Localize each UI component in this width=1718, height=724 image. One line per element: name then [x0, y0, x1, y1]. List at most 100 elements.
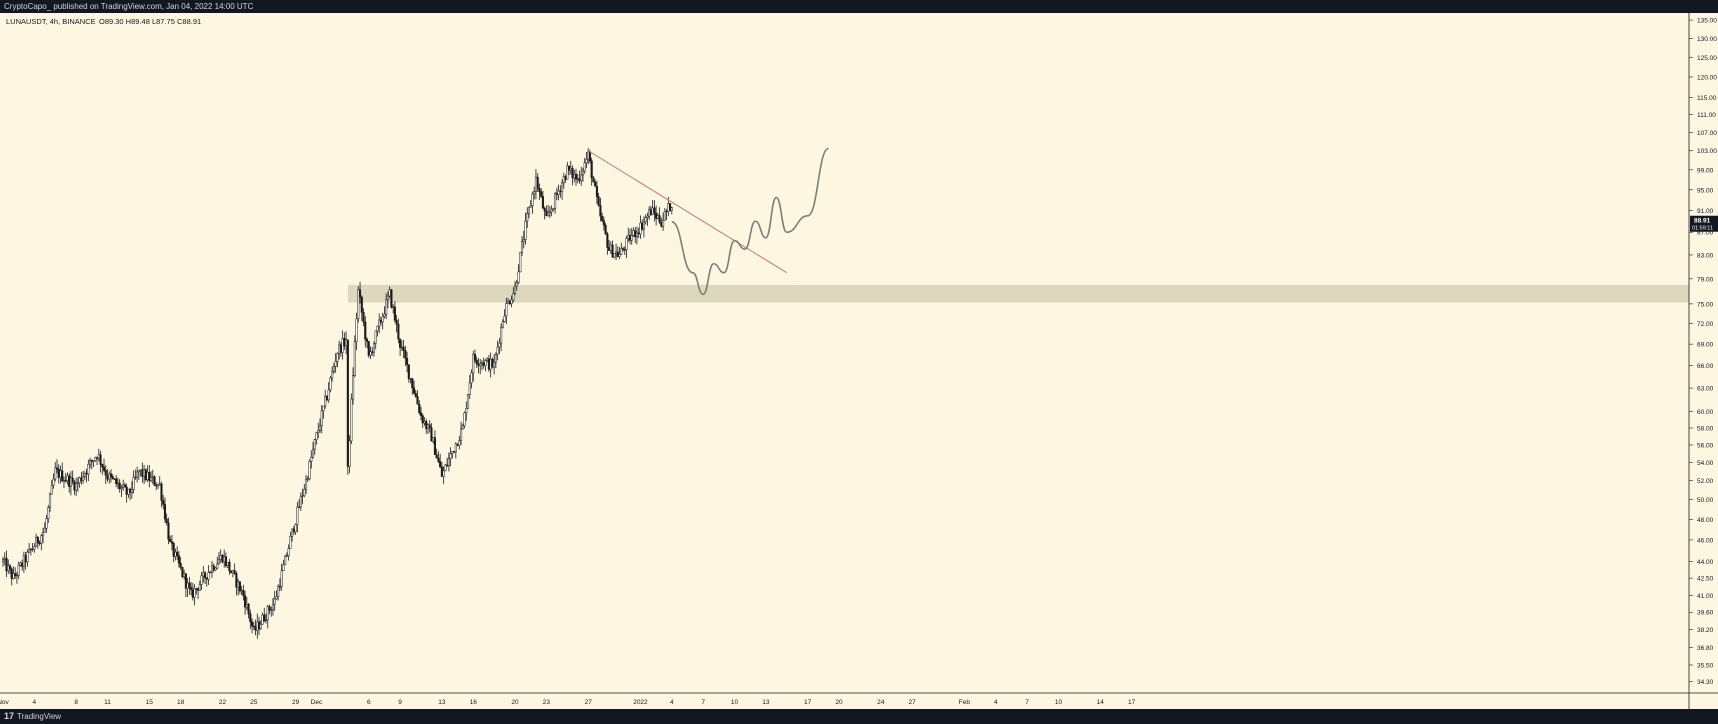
candle-body — [587, 151, 590, 160]
candle-body — [73, 481, 76, 491]
candle-body — [350, 398, 353, 442]
price-tick-label: 91.00 — [1697, 208, 1714, 215]
candle-body — [421, 415, 424, 424]
candle-body — [425, 421, 428, 429]
ohlc-legend: O89.30 H89.48 L87.75 C88.91 — [99, 17, 201, 26]
candle-body — [625, 237, 628, 250]
candle-body — [40, 535, 43, 544]
candle-body — [520, 241, 524, 253]
price-chart[interactable]: 34.30 35.50 36.80 38.20 39.60 41.00 42.50 44.00… — [0, 13, 1718, 709]
candle-body — [534, 176, 538, 192]
candle-body — [473, 353, 477, 361]
price-tick-label: 63.00 — [1697, 386, 1714, 393]
candle-body — [226, 561, 229, 566]
candle-body — [390, 289, 393, 308]
candle-body — [186, 582, 189, 589]
candle-body — [341, 338, 344, 353]
candle-body — [1, 559, 5, 562]
time-tick-label: 7 — [701, 699, 705, 706]
candle-body — [630, 235, 633, 241]
candle-body — [597, 196, 600, 206]
candle-body — [388, 289, 391, 297]
candle-body — [179, 563, 182, 568]
candle-body — [26, 551, 29, 563]
candle-body — [531, 193, 534, 206]
candle-body — [10, 568, 13, 579]
candle-body — [550, 209, 553, 213]
candle-body — [665, 210, 668, 213]
candle-body — [35, 536, 38, 547]
candle-body — [432, 437, 435, 442]
price-tick-label: 130.00 — [1697, 36, 1717, 43]
candle-body — [472, 353, 475, 374]
candle-body — [144, 469, 147, 480]
candle-body — [325, 396, 328, 401]
candle-body — [594, 181, 597, 187]
candle-body — [8, 565, 12, 570]
time-tick-label: 16 — [470, 699, 478, 706]
candle-body — [205, 577, 208, 580]
candle-body — [588, 151, 591, 162]
candle-body — [17, 564, 20, 576]
candle-body — [658, 215, 661, 223]
tradingview-logo[interactable]: 17 TradingView — [4, 709, 61, 724]
tradingview-logo-text: TradingView — [17, 712, 62, 721]
price-tick-label: 36.80 — [1697, 645, 1714, 652]
candle-body — [294, 524, 297, 533]
candle-body — [479, 363, 482, 366]
candle-body — [113, 478, 116, 480]
candle-body — [62, 480, 66, 482]
candle-body — [317, 430, 320, 434]
time-tick-label: 9 — [398, 699, 402, 706]
candle-body — [404, 350, 407, 359]
price-tick-label: 54.00 — [1697, 460, 1714, 467]
candle-body — [437, 457, 440, 462]
candle-body — [38, 542, 41, 544]
time-tick-label: 4 — [33, 699, 37, 706]
candle-body — [529, 205, 532, 208]
candle-body — [533, 191, 536, 195]
price-tick-label: 79.00 — [1697, 276, 1714, 283]
time-tick-label: 15 — [146, 699, 154, 706]
candle-body — [465, 408, 468, 414]
time-tick-label: 24 — [877, 699, 885, 706]
candle-body — [571, 167, 574, 179]
candle-body — [94, 457, 97, 461]
candle-body — [104, 469, 107, 476]
candle-body — [48, 493, 52, 508]
candle-body — [574, 174, 578, 180]
candle-body — [336, 353, 339, 362]
candle-body — [282, 564, 285, 571]
time-tick-label: 20 — [511, 699, 519, 706]
price-tick-label: 75.00 — [1697, 301, 1714, 308]
candle-body — [458, 440, 461, 446]
candle-body — [162, 500, 165, 505]
candle-body — [599, 205, 602, 217]
candle-body — [637, 232, 640, 235]
candle-body — [454, 443, 457, 453]
candle-body — [527, 206, 531, 214]
candle-body — [21, 562, 24, 567]
candle-body — [52, 478, 55, 486]
price-tick-label: 52.00 — [1697, 478, 1714, 485]
candle-body — [257, 621, 261, 630]
candle-body — [639, 222, 642, 235]
candle-body — [172, 543, 175, 557]
candle-body — [446, 464, 449, 467]
candle-body — [369, 351, 372, 356]
candle-body — [256, 621, 259, 631]
candle-body — [306, 478, 309, 480]
candle-body — [148, 472, 151, 481]
tradingview-logo-icon: 17 — [4, 711, 15, 721]
time-tick-label: 2022 — [633, 699, 648, 706]
candle-body — [36, 536, 39, 544]
candle-body — [111, 476, 114, 479]
candle-body — [181, 566, 184, 578]
chart-area[interactable]: 34.30 35.50 36.80 38.20 39.60 41.00 42.50 44.00… — [0, 13, 1718, 709]
candle-body — [567, 165, 571, 171]
candle-body — [332, 366, 335, 372]
candle-body — [165, 518, 168, 523]
candle-body — [331, 371, 334, 379]
candle-body — [418, 403, 421, 413]
price-tick-label: 95.00 — [1697, 187, 1714, 194]
